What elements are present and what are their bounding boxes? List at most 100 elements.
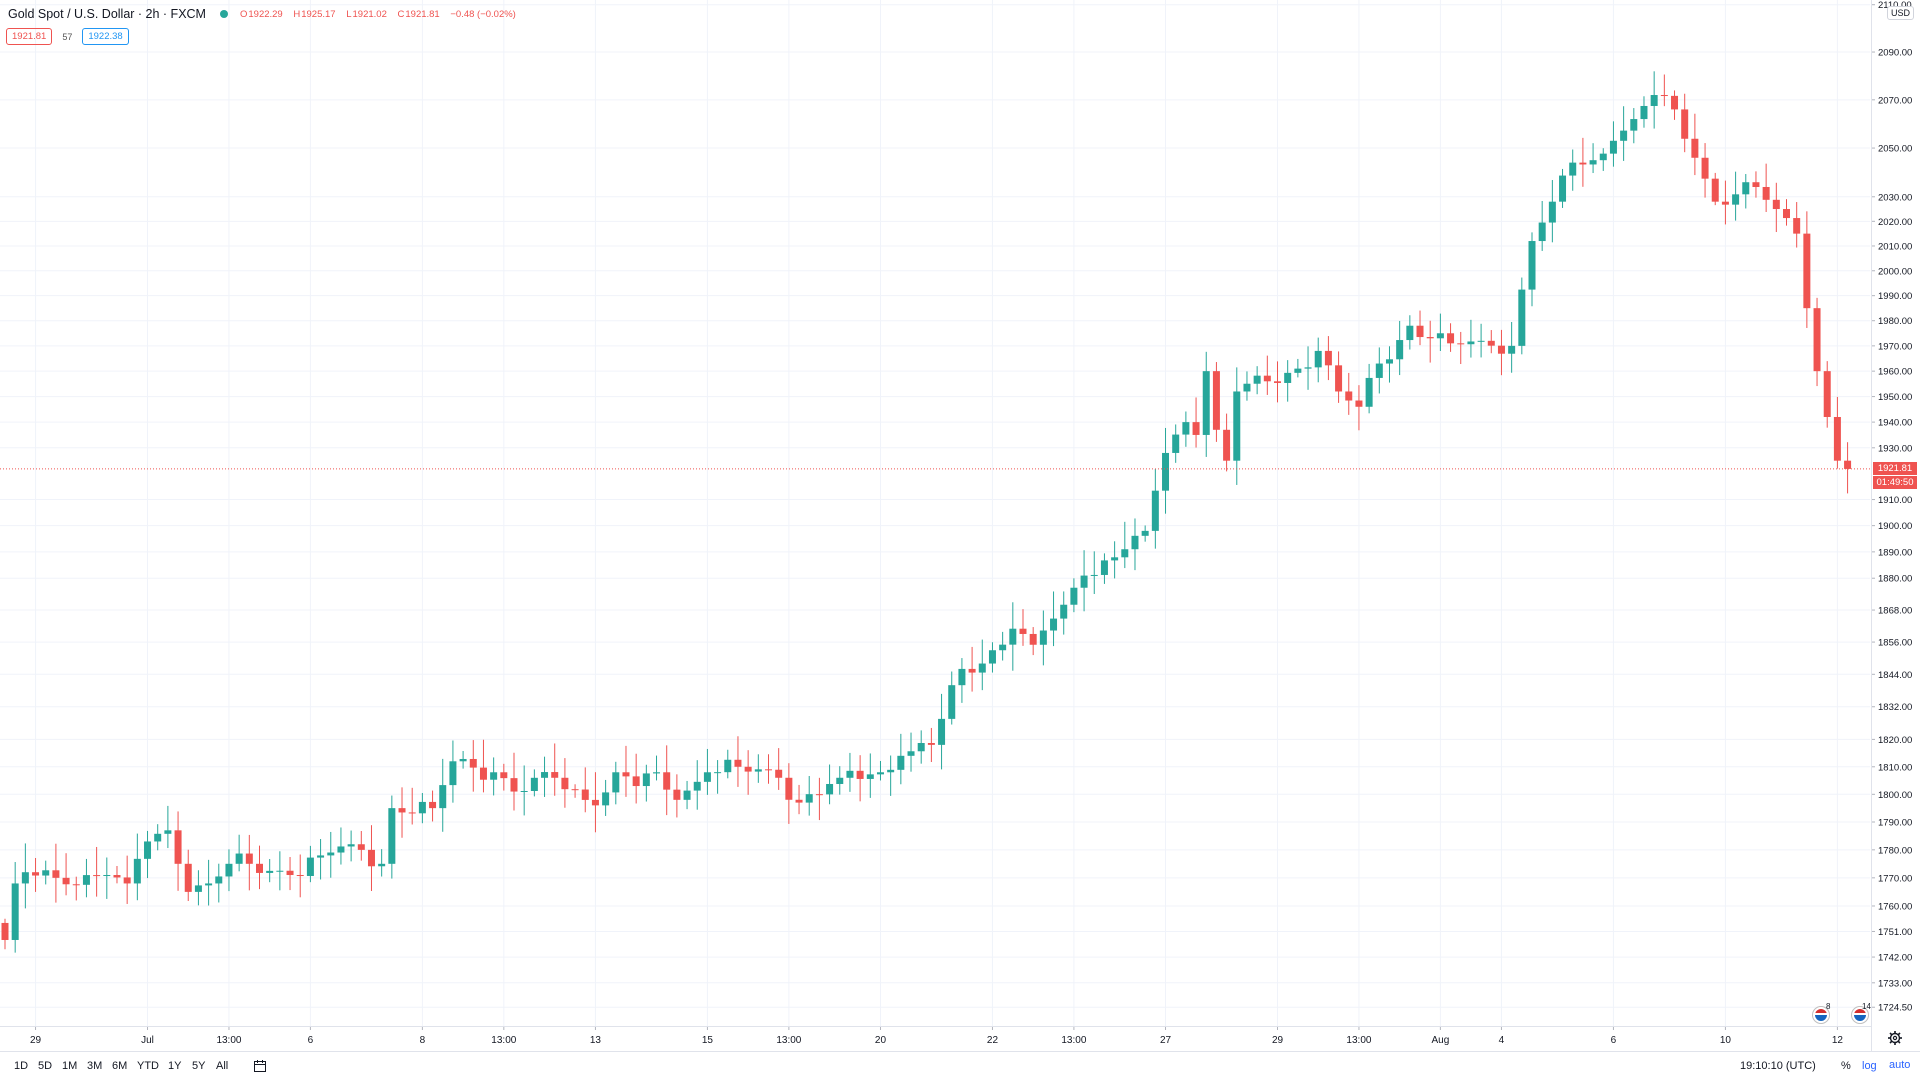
candle-body bbox=[1518, 289, 1526, 346]
candle-body bbox=[1141, 530, 1149, 536]
range-all-button[interactable]: All bbox=[216, 1060, 229, 1072]
price-axis[interactable]: 1724.50 1733.00 1742.00 1751.00 1760.00 1770.… bbox=[1871, 0, 1912, 1014]
range-1y-button[interactable]: 1Y bbox=[168, 1060, 182, 1072]
range-5d-button[interactable]: 5D bbox=[38, 1060, 53, 1072]
candle-body bbox=[215, 876, 223, 884]
candle-body bbox=[1732, 194, 1740, 205]
candle-body bbox=[846, 770, 854, 778]
open-label: O bbox=[239, 8, 248, 20]
sell-button[interactable]: 1921.81 bbox=[6, 28, 53, 45]
candle-body bbox=[32, 872, 40, 876]
price-tick-label: 2020.00 bbox=[1878, 217, 1912, 228]
range-6m-button[interactable]: 6M bbox=[112, 1060, 128, 1072]
price-tick-label: 1820.00 bbox=[1878, 735, 1912, 746]
candle-body bbox=[398, 808, 406, 813]
price-tick-label: 2010.00 bbox=[1878, 241, 1912, 252]
candle-body bbox=[1589, 160, 1597, 165]
candle-body bbox=[1080, 575, 1088, 588]
price-tick-label: 1760.00 bbox=[1878, 901, 1912, 912]
candle-body bbox=[459, 758, 467, 762]
price-tick-label: 1940.00 bbox=[1878, 418, 1912, 429]
price-tick-label: 1844.00 bbox=[1878, 670, 1912, 681]
calendar-goto-icon[interactable] bbox=[253, 1059, 267, 1073]
range-ytd-button[interactable]: YTD bbox=[137, 1060, 159, 1072]
candle-body bbox=[82, 875, 90, 885]
price-tick-label: 2000.00 bbox=[1878, 266, 1912, 277]
candle-body bbox=[1467, 341, 1475, 345]
market-status-dot-icon[interactable] bbox=[219, 10, 228, 18]
candle-body bbox=[1335, 365, 1343, 392]
candle-body bbox=[1355, 400, 1363, 407]
trade-panel: 1921.81 57 1922.38 bbox=[6, 28, 129, 45]
percent-scale-toggle[interactable]: % bbox=[1841, 1060, 1851, 1072]
candle-body bbox=[1345, 391, 1353, 401]
price-axis-border bbox=[1871, 0, 1872, 1051]
economic-event-flag-icon[interactable] bbox=[1851, 1006, 1869, 1024]
candle-body bbox=[367, 849, 375, 867]
buy-button[interactable]: 1922.38 bbox=[82, 28, 129, 45]
candle-body bbox=[1844, 460, 1852, 469]
candle-body bbox=[1548, 201, 1556, 223]
candle-body bbox=[144, 841, 152, 859]
chart-settings-gear-icon[interactable] bbox=[1887, 1030, 1903, 1046]
economic-event-flag-icon[interactable] bbox=[1812, 1006, 1830, 1024]
time-tick-label: 15 bbox=[702, 1035, 714, 1046]
candle-body bbox=[266, 870, 274, 873]
candle-body bbox=[775, 769, 783, 778]
range-1d-button[interactable]: 1D bbox=[14, 1060, 29, 1072]
price-tick-label: 1724.50 bbox=[1878, 1003, 1912, 1014]
candle-body bbox=[1263, 375, 1271, 382]
time-tick-label: 13:00 bbox=[491, 1035, 516, 1046]
price-tick-label: 1900.00 bbox=[1878, 521, 1912, 532]
spread-value: 57 bbox=[62, 31, 73, 42]
candle-body bbox=[1447, 333, 1455, 344]
price-tick-label: 2070.00 bbox=[1878, 95, 1912, 106]
candle-body bbox=[1090, 574, 1098, 576]
candle-body bbox=[225, 863, 233, 877]
candle-body bbox=[1772, 199, 1780, 210]
price-tick-label: 1751.00 bbox=[1878, 927, 1912, 938]
log-scale-toggle[interactable]: log bbox=[1862, 1060, 1877, 1072]
candle-body bbox=[1569, 162, 1577, 176]
candle-body bbox=[1121, 549, 1129, 558]
time-tick-label: 29 bbox=[1272, 1035, 1284, 1046]
range-1m-button[interactable]: 1M bbox=[62, 1060, 78, 1072]
candle-body bbox=[703, 772, 711, 782]
range-3m-button[interactable]: 3M bbox=[87, 1060, 103, 1072]
currency-badge[interactable]: USD bbox=[1887, 6, 1915, 20]
range-5y-button[interactable]: 5Y bbox=[192, 1060, 206, 1072]
candle-body bbox=[1477, 340, 1485, 342]
candle-body bbox=[1671, 95, 1679, 110]
chart-legend: Gold Spot / U.S. Dollar · 2h · FXCM O192… bbox=[8, 6, 524, 22]
candle-body bbox=[113, 875, 121, 878]
time-tick-label: 13:00 bbox=[1346, 1035, 1371, 1046]
candle-body bbox=[52, 870, 60, 878]
candle-body bbox=[724, 759, 732, 773]
candle-body bbox=[1009, 628, 1017, 645]
candle-body bbox=[1599, 153, 1607, 161]
event-count: 8 bbox=[1826, 1002, 1831, 1011]
candle-body bbox=[1609, 140, 1617, 154]
candle-body bbox=[1721, 201, 1729, 205]
candle-body bbox=[642, 773, 650, 787]
candle-body bbox=[194, 885, 202, 892]
symbol-title[interactable]: Gold Spot / U.S. Dollar · 2h · FXCM bbox=[8, 7, 206, 21]
price-tick-label: 1810.00 bbox=[1878, 762, 1912, 773]
candle-body bbox=[938, 718, 946, 745]
candle-body bbox=[683, 790, 691, 800]
auto-scale-toggle[interactable]: auto bbox=[1889, 1059, 1911, 1071]
candle-body bbox=[429, 801, 437, 809]
candle-body bbox=[1803, 233, 1811, 309]
price-tick-label: 1950.00 bbox=[1878, 392, 1912, 403]
candle-body bbox=[887, 769, 895, 773]
utc-clock[interactable]: 19:10:10 (UTC) bbox=[1740, 1060, 1816, 1072]
time-axis[interactable]: 29 Jul 13:00 6 8 13:00 13 15 13:00 20 22 13:00 27 29 1… bbox=[30, 1026, 1843, 1046]
candle-body bbox=[805, 794, 813, 803]
candle-body bbox=[1436, 333, 1444, 339]
candle-body bbox=[1192, 422, 1200, 435]
candle-body bbox=[1579, 162, 1587, 165]
candle-body bbox=[1100, 560, 1108, 575]
candle-body bbox=[1416, 325, 1424, 338]
price-tick-label: 1990.00 bbox=[1878, 291, 1912, 302]
